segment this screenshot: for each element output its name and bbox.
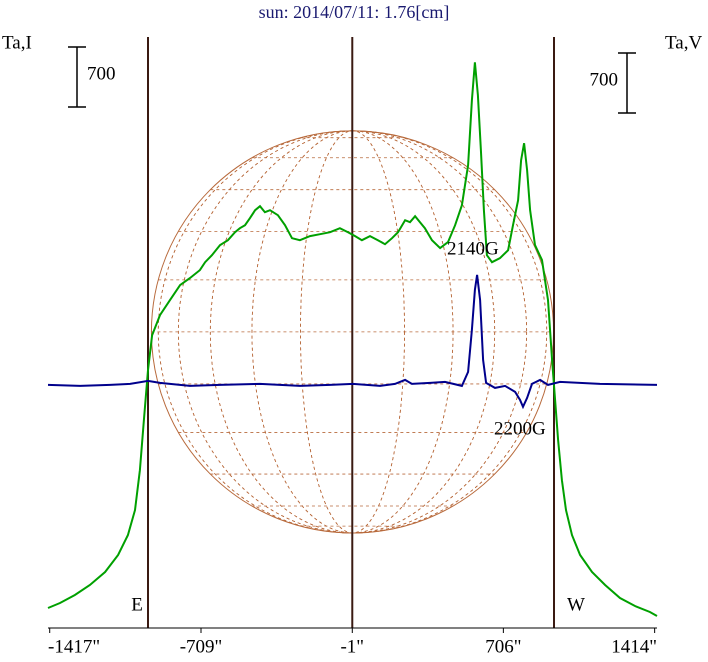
series-line bbox=[47, 62, 658, 617]
x-tick-label: -1417" bbox=[48, 636, 100, 657]
annotation: 2200G bbox=[494, 418, 546, 439]
limb-label: E bbox=[131, 594, 143, 615]
scale-bar-label: 700 bbox=[590, 69, 619, 90]
scale-bar-label: 700 bbox=[87, 63, 116, 84]
y-axis-label: Ta,I bbox=[2, 32, 32, 53]
disk-meridian bbox=[251, 130, 454, 534]
x-tick-label: -1" bbox=[340, 636, 364, 657]
y2-axis-label: Ta,V bbox=[665, 32, 702, 53]
x-tick-label: 706" bbox=[485, 636, 521, 657]
chart-title: sun: 2014/07/11: 1.76[cm] bbox=[259, 2, 450, 22]
annotation: 2140G bbox=[447, 238, 499, 259]
x-tick-label: -709" bbox=[180, 636, 223, 657]
series-line bbox=[47, 274, 658, 410]
limb-label: W bbox=[567, 594, 585, 615]
x-tick-label: 1414" bbox=[611, 636, 657, 657]
